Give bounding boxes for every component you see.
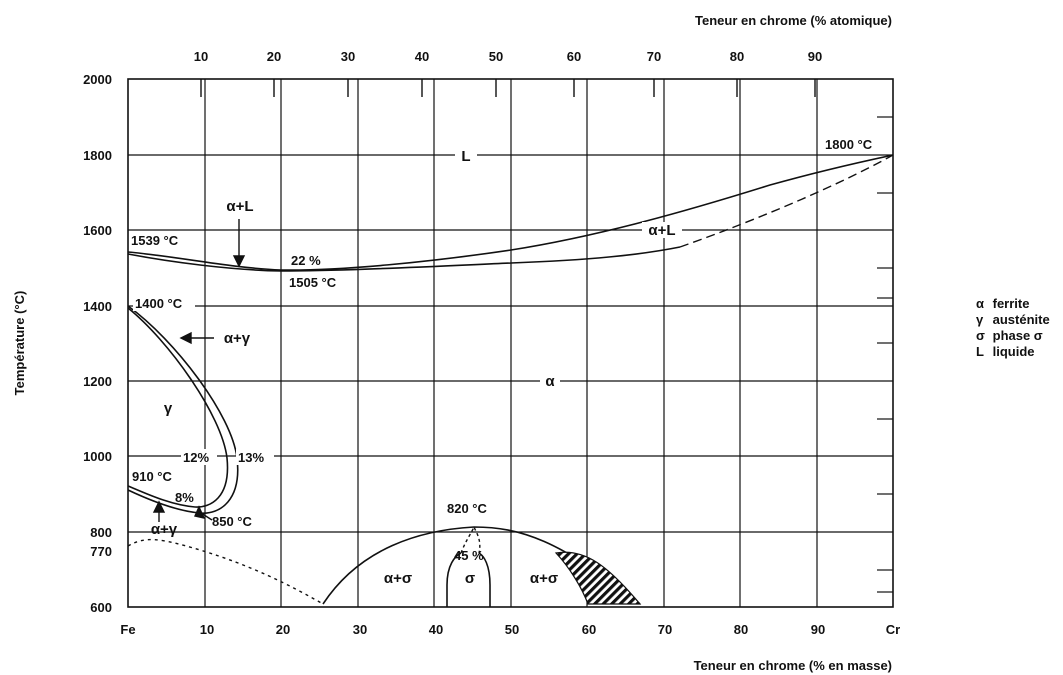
annotation-1800: 1800 °C (825, 137, 873, 152)
y-axis-title: Température (°C) (12, 291, 27, 396)
magnetic-transition (127, 538, 324, 605)
bottom-tick-label: 50 (505, 622, 519, 637)
bottom-tick-label: 20 (276, 622, 290, 637)
annotation-45pct: 45 % (454, 548, 484, 563)
annotation-12pct: 12% (183, 450, 209, 465)
bottom-tick-label: 70 (658, 622, 672, 637)
legend-text: ferrite (992, 296, 1030, 311)
phase-label-alpha-liquid: α+L (226, 198, 253, 215)
bottom-tick-label: 80 (734, 622, 748, 637)
sigma-phase-region (446, 552, 491, 607)
top-tick-labels: 10 20 30 40 50 60 70 80 90 (194, 49, 822, 64)
bottom-tick-label: 60 (582, 622, 596, 637)
legend-text: liquide (992, 344, 1035, 359)
legend-item: σ phase σ (976, 328, 1062, 344)
phase-label-alpha: α (545, 373, 555, 390)
phase-label-alpha-sigma: α+σ (384, 570, 412, 587)
top-axis-title: Teneur en chrome (% atomique) (695, 13, 892, 28)
annotations: 1539 °C 22 % 1505 °C 1800 °C 1400 °C 12%… (129, 136, 889, 563)
legend-text: austénite (992, 312, 1050, 327)
legend-item: L liquide (976, 344, 1062, 360)
hatched-region (554, 551, 642, 605)
phase-label-sigma: σ (465, 570, 475, 587)
y-tick-label: 1600 (83, 223, 112, 238)
liquidus-curve (127, 154, 894, 271)
y-tick-label: 1000 (83, 449, 112, 464)
annotation-1539: 1539 °C (131, 233, 179, 248)
top-tick-label: 60 (567, 49, 581, 64)
phase-label-alpha-liquid-2: α+L (648, 222, 675, 239)
annotation-13pct: 13% (238, 450, 264, 465)
solidus-dashed (679, 154, 894, 248)
top-tick-label: 10 (194, 49, 208, 64)
grid-horizontal (128, 154, 893, 533)
phase-label-alpha-gamma: α+γ (224, 330, 251, 347)
legend-symbol: γ (976, 312, 984, 327)
phase-label-liquid: L (461, 148, 470, 165)
gamma-loop-inner (127, 307, 229, 508)
phase-label-gamma: γ (164, 400, 173, 417)
y-tick-label: 1800 (83, 148, 112, 163)
legend-symbol: σ (976, 328, 985, 343)
bottom-tick-label: 30 (353, 622, 367, 637)
annotation-850: 850 °C (212, 514, 253, 529)
top-tick-label: 20 (267, 49, 281, 64)
gamma-loop-outer (127, 305, 239, 514)
bottom-axis-title: Teneur en chrome (% en masse) (694, 658, 892, 673)
y-tick-label: 2000 (83, 72, 112, 87)
bottom-tick-label: Fe (120, 622, 135, 637)
legend-symbol: α (976, 296, 984, 311)
top-tick-label: 80 (730, 49, 744, 64)
bottom-tick-label: 10 (200, 622, 214, 637)
top-tick-label: 90 (808, 49, 822, 64)
legend-symbol: L (976, 344, 984, 359)
dashed-boundaries (127, 154, 894, 605)
y-tick-label: 1400 (83, 299, 112, 314)
annotation-8pct: 8% (175, 490, 194, 505)
top-tick-label: 50 (489, 49, 503, 64)
solidus-curve (127, 246, 681, 272)
annotation-1505: 1505 °C (289, 275, 337, 290)
y-tick-label: 770 (90, 544, 112, 559)
annotation-22pct: 22 % (291, 253, 321, 268)
legend-item: α ferrite (976, 296, 1062, 312)
phase-label-alpha-sigma-2: α+σ (530, 570, 558, 587)
annotation-1400: 1400 °C (135, 296, 183, 311)
right-axis-ticks (877, 116, 893, 593)
top-tick-label: 40 (415, 49, 429, 64)
phase-label-alpha-gamma-2: α+γ (151, 521, 178, 538)
legend: α ferrite γ austénite σ phase σ L liquid… (976, 296, 1062, 360)
y-tick-label: 800 (90, 525, 112, 540)
annotation-820: 820 °C (447, 501, 488, 516)
top-tick-label: 70 (647, 49, 661, 64)
phase-labels: L α+L α+L α+γ γ α α+γ α+σ σ α+σ (151, 148, 682, 587)
y-tick-label: 600 (90, 600, 112, 615)
annotation-910: 910 °C (132, 469, 173, 484)
bottom-tick-label: Cr (886, 622, 900, 637)
top-tick-label: 30 (341, 49, 355, 64)
bottom-tick-label: 40 (429, 622, 443, 637)
bottom-tick-label: 90 (811, 622, 825, 637)
grid-vertical (204, 79, 818, 607)
legend-item: γ austénite (976, 312, 1062, 328)
bottom-tick-labels: Fe 10 20 30 40 50 60 70 80 90 Cr (120, 622, 900, 637)
y-tick-label: 1200 (83, 374, 112, 389)
legend-text: phase σ (992, 328, 1043, 343)
top-axis-ticks (200, 79, 816, 97)
y-tick-labels: 2000 1800 1600 1400 1200 1000 800 770 60… (83, 72, 112, 615)
arrows (152, 219, 246, 522)
